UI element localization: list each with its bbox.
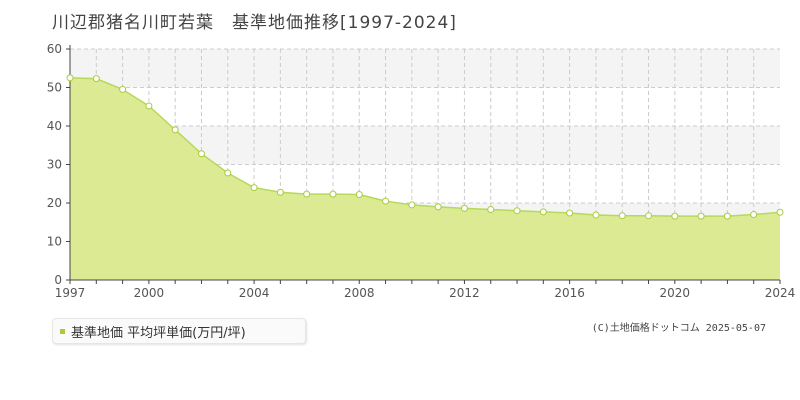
data-point	[776, 208, 784, 216]
x-tick-label: 1997	[55, 286, 86, 300]
y-tick-label: 10	[47, 235, 62, 249]
data-point	[92, 75, 100, 83]
data-point	[539, 208, 547, 216]
data-point	[119, 85, 127, 93]
data-point	[276, 188, 284, 196]
series-line	[69, 77, 781, 217]
legend-label: 基準地価 平均坪単価(万円/坪)	[71, 325, 246, 341]
legend: 基準地価 平均坪単価(万円/坪)	[52, 318, 306, 344]
x-tick-label: 2020	[660, 286, 691, 300]
data-point	[434, 203, 442, 211]
data-point	[671, 212, 679, 220]
x-tick-label: 2012	[449, 286, 480, 300]
credit-text: (C)土地価格ドットコム 2025-05-07	[591, 323, 766, 334]
y-tick-label: 60	[47, 42, 62, 56]
data-point	[750, 211, 758, 219]
data-point	[566, 209, 574, 217]
x-tick-label: 2000	[134, 286, 165, 300]
data-point	[513, 207, 521, 215]
y-tick-label: 40	[47, 119, 62, 133]
data-point	[355, 191, 363, 199]
y-tick-label: 0	[54, 273, 62, 287]
data-point	[250, 184, 258, 192]
x-tick-label: 2016	[554, 286, 585, 300]
data-point	[408, 201, 416, 209]
grid-band	[70, 49, 780, 88]
data-point	[645, 212, 653, 220]
data-point	[697, 212, 705, 220]
y-tick-label: 50	[47, 81, 62, 95]
data-point	[592, 211, 600, 219]
x-tick-label: 2008	[344, 286, 375, 300]
y-tick-label: 30	[47, 158, 62, 172]
data-point	[618, 212, 626, 220]
chart-title: 川辺郡猪名川町若葉 基準地価推移[1997-2024]	[52, 13, 457, 33]
data-point	[171, 126, 179, 134]
data-point	[329, 190, 337, 198]
x-tick-label: 2024	[765, 286, 796, 300]
data-point	[145, 102, 153, 110]
data-point	[382, 197, 390, 205]
data-point	[487, 206, 495, 214]
data-point	[460, 204, 468, 212]
data-point	[66, 74, 74, 82]
x-tick-label: 2004	[239, 286, 270, 300]
data-point	[723, 212, 731, 220]
series-area	[70, 77, 780, 280]
data-point	[224, 169, 232, 177]
data-point	[303, 190, 311, 198]
data-point	[197, 150, 205, 158]
y-tick-label: 20	[47, 196, 62, 210]
legend-swatch	[60, 328, 65, 334]
